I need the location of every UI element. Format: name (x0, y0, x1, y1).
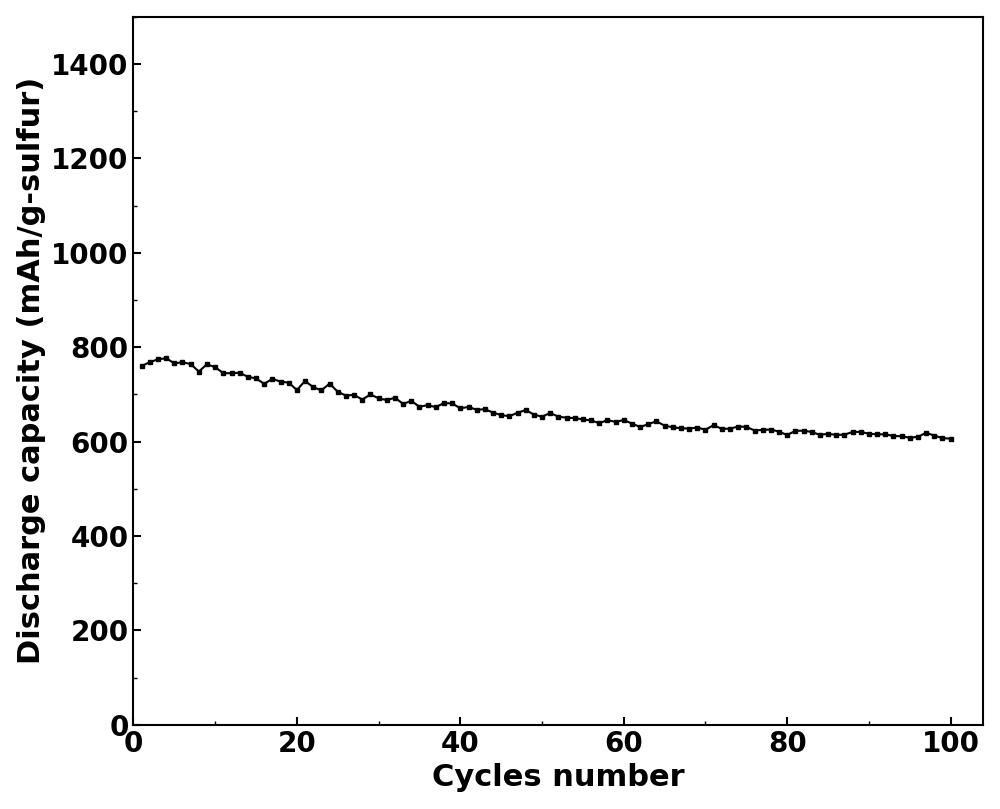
Y-axis label: Discharge capacity (mAh/g-sulfur): Discharge capacity (mAh/g-sulfur) (17, 77, 46, 664)
X-axis label: Cycles number: Cycles number (432, 764, 685, 792)
